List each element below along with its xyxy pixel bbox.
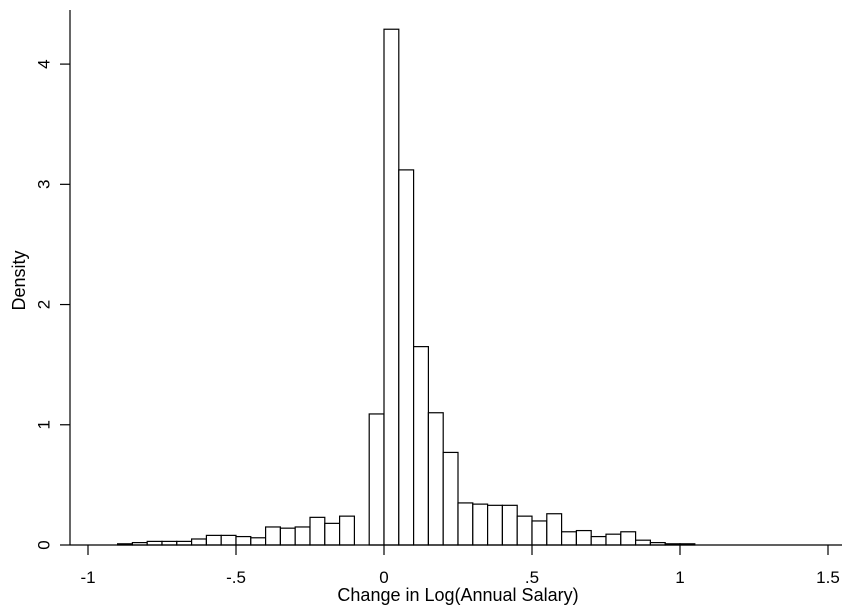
histogram-bar — [383, 28, 400, 546]
histogram-bar — [368, 413, 385, 546]
histogram-bar — [205, 534, 222, 546]
histogram-bar — [620, 531, 637, 546]
histogram-bar — [560, 531, 577, 546]
x-axis-title: Change in Log(Annual Salary) — [337, 585, 578, 605]
histogram-bar — [191, 538, 208, 546]
histogram-bar — [250, 537, 267, 546]
histogram-bar — [501, 504, 518, 546]
y-tick-label: 0 — [34, 540, 53, 549]
histogram-bar — [590, 535, 607, 546]
axes-layer — [69, 10, 842, 546]
histogram-bar — [235, 535, 252, 546]
histogram-bar — [516, 515, 533, 546]
y-axis-title: Density — [9, 250, 29, 310]
histogram-bar — [442, 451, 459, 546]
x-tick-label: -1 — [80, 568, 95, 587]
histogram-bar — [457, 502, 474, 546]
ticks-layer: -1 -.5 0 .5 1 1.5 0 1 2 3 4 — [34, 59, 839, 587]
x-tick-label: 1.5 — [816, 568, 840, 587]
histogram-bar — [634, 539, 651, 546]
histogram-bar — [309, 516, 326, 546]
histogram-bar — [575, 529, 592, 546]
histogram-bar — [546, 513, 563, 546]
histogram-bar — [531, 520, 548, 546]
y-tick-label: 2 — [34, 300, 53, 309]
histogram-bar — [413, 346, 430, 546]
histogram-bar — [605, 533, 622, 546]
x-tick-label: .5 — [525, 568, 539, 587]
y-tick-label: 3 — [34, 180, 53, 189]
y-tick-label: 1 — [34, 420, 53, 429]
x-tick-label: -.5 — [226, 568, 246, 587]
histogram-bar — [487, 504, 504, 546]
histogram-bar — [220, 534, 237, 546]
histogram-bar — [294, 526, 311, 546]
histogram-bar — [427, 412, 444, 546]
bars-layer — [116, 28, 696, 546]
histogram-bar — [279, 527, 296, 546]
y-tick-label: 4 — [34, 59, 53, 68]
histogram-bar — [324, 522, 341, 546]
histogram-bar — [339, 515, 356, 546]
x-tick-label: 0 — [379, 568, 388, 587]
histogram-bar — [265, 526, 282, 546]
x-tick-label: 1 — [675, 568, 684, 587]
histogram-bar — [398, 169, 415, 546]
histogram-bar — [472, 503, 489, 546]
